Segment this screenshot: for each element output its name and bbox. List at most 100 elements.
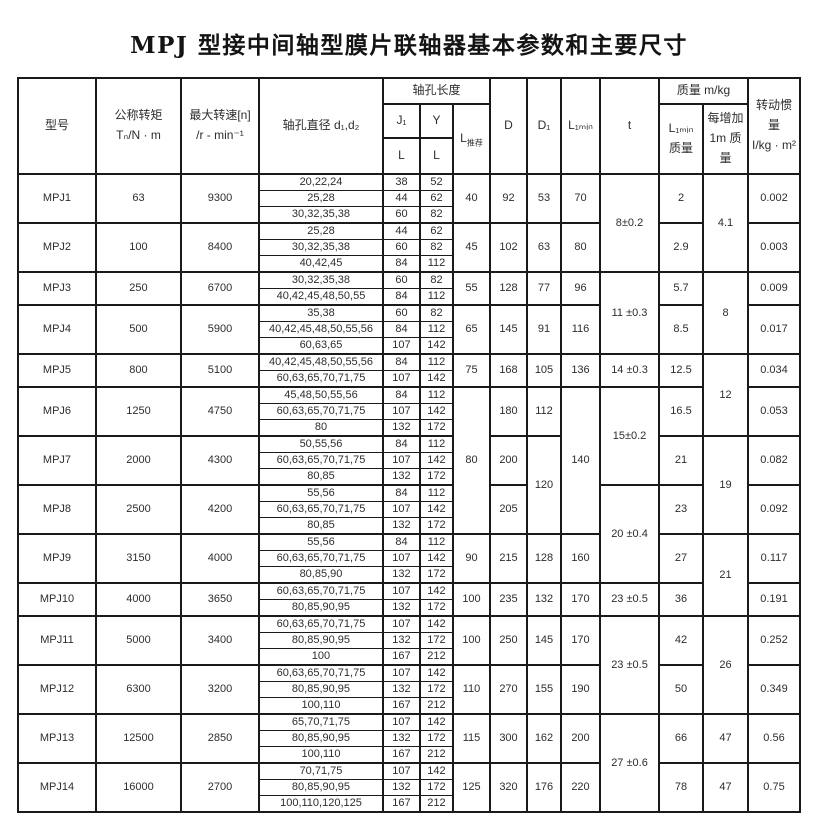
- cell-l1min-mass: 23: [658, 484, 704, 535]
- header-d: D: [489, 77, 528, 175]
- cell-y-length: 112: [418, 533, 454, 551]
- cell-l1min-mass: 27: [658, 533, 704, 584]
- cell-bore-diameters: 80,85,90,95: [257, 730, 384, 747]
- cell-bore-diameters: 30,32,35,38: [257, 239, 384, 256]
- cell-model: MPJ14: [16, 762, 97, 813]
- cell-d1: 155: [526, 664, 562, 715]
- table-row: 60,63,65,70,71,75 107 142: [18, 550, 800, 567]
- table-row: 60,63,65,70,71,75 107 142: [18, 501, 800, 518]
- table-row: 40,42,45,48,50,55,56 84 112: [18, 321, 800, 338]
- table-row: 60,63,65,70,71,75 107 142: [18, 452, 800, 469]
- cell-l1min-mass: 2: [658, 173, 704, 224]
- cell-d1: 128: [526, 533, 562, 584]
- header-l1min-mass: L₁ₘᵢₙ 质量: [658, 103, 704, 175]
- cell-y-length: 172: [418, 468, 454, 486]
- cell-y-length: 142: [418, 370, 454, 388]
- coupling-parameters-table: 型号 公称转矩 Tₙ/N · m 最大转速[n] /r - min⁻¹ 轴孔直径…: [16, 77, 801, 813]
- cell-j1-length: 107: [381, 337, 421, 355]
- cell-j1-length: 107: [381, 403, 421, 420]
- cell-j1-length: 132: [381, 779, 421, 796]
- cell-t: 15±0.2: [599, 386, 660, 486]
- cell-added-mass: 21: [702, 533, 749, 617]
- cell-bore-diameters: 80,85: [257, 517, 384, 535]
- table-row: MPJ14 16000 2700 70,71,75 107 142 125 320 176 220…: [16, 762, 801, 813]
- cell-model: MPJ3: [16, 271, 97, 306]
- table-row: 80,85 132 172: [18, 468, 800, 486]
- cell-y-length: 112: [418, 484, 454, 502]
- cell-d: 250: [489, 615, 528, 666]
- cell-model: MPJ13: [16, 713, 97, 764]
- cell-l-recommended: 100: [451, 582, 492, 617]
- cell-model: MPJ12: [16, 664, 97, 715]
- cell-y-length: 172: [418, 599, 454, 617]
- cell-y-length: 172: [418, 730, 454, 747]
- cell-l1min-mass: 42: [658, 615, 704, 666]
- cell-l1min-mass: 78: [658, 762, 704, 813]
- cell-j1-length: 107: [381, 615, 421, 633]
- cell-bore-diameters: 20,22,24: [257, 173, 384, 191]
- cell-d1: 53: [526, 173, 562, 224]
- table-row: MPJ5 800 5100 40,42,45,48,50,55,56 84 112 75 16…: [16, 353, 801, 437]
- header-torque: 公称转矩 Tₙ/N · m: [94, 77, 182, 175]
- cell-speed: 4200: [179, 484, 260, 535]
- cell-l1min-mass: 16.5: [658, 386, 704, 437]
- cell-j1-length: 132: [381, 517, 421, 535]
- cell-bore-diameters: 60,63,65,70,71,75: [257, 582, 384, 600]
- header-row-3: L L: [18, 137, 800, 175]
- cell-j1-length: 84: [381, 533, 421, 551]
- cell-y-length: 172: [418, 681, 454, 698]
- table-row: MPJ1 63 9300 20,22,24 38 52 40 92 53 70 8±0.2 2 4.1 0…: [16, 173, 801, 273]
- cell-bore-diameters: 60,63,65,70,71,75: [257, 403, 384, 420]
- header-j1: J₁: [381, 103, 421, 139]
- cell-speed: 3650: [179, 582, 260, 617]
- cell-inertia: 0.56: [747, 713, 801, 764]
- cell-j1-length: 84: [381, 484, 421, 502]
- cell-t: 8±0.2: [599, 173, 660, 273]
- cell-d: 270: [489, 664, 528, 715]
- cell-y-length: 62: [418, 190, 454, 207]
- cell-j1-length: 167: [381, 746, 421, 764]
- cell-speed: 2850: [179, 713, 260, 764]
- cell-y-length: 62: [418, 222, 454, 240]
- cell-speed: 4000: [179, 533, 260, 584]
- cell-bore-diameters: 80,85: [257, 468, 384, 486]
- cell-j1-length: 84: [381, 435, 421, 453]
- cell-bore-diameters: 70,71,75: [257, 762, 384, 780]
- table-row: MPJ2 100 8400 25,28 44 62 45 102 63 80 2.9 0.003: [16, 222, 801, 273]
- cell-j1-length: 107: [381, 664, 421, 682]
- cell-inertia: 0.191: [747, 582, 801, 617]
- cell-bore-diameters: 60,63,65,70,71,75: [257, 550, 384, 567]
- table-row: MPJ12 6300 3200 60,63,65,70,71,75 107 142 110 2…: [16, 664, 801, 715]
- cell-torque: 100: [94, 222, 182, 273]
- cell-l1min-mass: 2.9: [658, 222, 704, 273]
- cell-j1-length: 84: [381, 386, 421, 404]
- cell-j1-length: 60: [381, 271, 421, 289]
- cell-y-length: 112: [418, 435, 454, 453]
- cell-d1: 91: [526, 304, 562, 355]
- cell-added-mass: 19: [702, 435, 749, 535]
- cell-inertia: 0.75: [747, 762, 801, 813]
- cell-j1-length: 44: [381, 190, 421, 207]
- cell-j1-length: 60: [381, 206, 421, 224]
- table-row: MPJ7 2000 4300 50,55,56 84 112 200 120 21 19 0.082: [16, 435, 801, 535]
- table-row: 80,85,90,95 132 172: [18, 681, 800, 698]
- header-added-mass: 每增加 1m 质量: [702, 103, 749, 175]
- cell-j1-length: 107: [381, 452, 421, 469]
- header-l1min: L₁ₘᵢₙ: [560, 77, 601, 175]
- cell-bore-diameters: 55,56: [257, 533, 384, 551]
- cell-y-length: 112: [418, 321, 454, 338]
- header-t: t: [599, 77, 660, 175]
- cell-d1: 105: [526, 353, 562, 388]
- cell-torque: 3150: [94, 533, 182, 584]
- header-row-1: 型号 公称转矩 Tₙ/N · m 最大转速[n] /r - min⁻¹ 轴孔直径…: [16, 77, 801, 175]
- cell-y-length: 112: [418, 353, 454, 371]
- cell-y-length: 142: [418, 615, 454, 633]
- cell-model: MPJ4: [16, 304, 97, 355]
- cell-t: 20 ±0.4: [599, 484, 660, 584]
- cell-d: 128: [489, 271, 528, 306]
- header-bore-length: 轴孔长度: [381, 77, 492, 105]
- header-inertia: 转动惯量 I/kg · m²: [747, 77, 801, 175]
- table-row: 80,85,90,95 132 172: [18, 779, 800, 796]
- cell-y-length: 142: [418, 337, 454, 355]
- cell-bore-diameters: 80,85,90: [257, 566, 384, 584]
